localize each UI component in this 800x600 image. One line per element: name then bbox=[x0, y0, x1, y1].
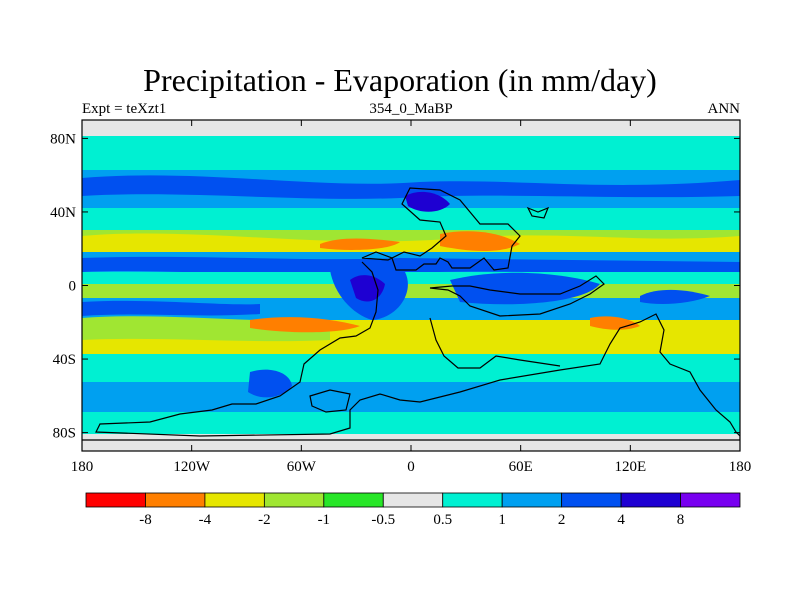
x-tick-label: 0 bbox=[407, 459, 415, 475]
colorbar-swatch bbox=[382, 492, 444, 508]
dry-patch-south-atlantic bbox=[250, 317, 360, 333]
wet-peak-gondwana-west bbox=[350, 275, 385, 302]
x-axis: 180 120W 60W 0 60E 120E 180 bbox=[71, 120, 752, 475]
band-equator bbox=[82, 272, 740, 284]
y-tick-label: 80N bbox=[50, 131, 76, 147]
x-tick-label: 120E bbox=[614, 459, 646, 475]
x-tick-label: 60W bbox=[287, 459, 317, 475]
colorbar-label: 8 bbox=[677, 512, 685, 528]
colorbar-swatch bbox=[145, 492, 206, 508]
y-tick-label: 40N bbox=[50, 205, 76, 221]
band-south-storm bbox=[82, 382, 740, 412]
map-field bbox=[82, 120, 740, 451]
colorbar-swatch bbox=[263, 492, 325, 508]
colorbar-label: -2 bbox=[258, 512, 271, 528]
band-north-dry bbox=[82, 233, 740, 258]
band-south-mid bbox=[82, 354, 740, 382]
y-axis: 80N 40N 0 40S 80S bbox=[50, 131, 740, 442]
wet-patch-east-ocean bbox=[640, 289, 710, 304]
band-north-storm-core bbox=[82, 175, 740, 199]
band-itcz-core bbox=[82, 256, 740, 275]
experiment-label: Expt = teXzt1 bbox=[82, 101, 167, 117]
colorbar-swatch bbox=[680, 492, 741, 508]
colorbar: -8 -4 -2 -1 -0.5 0.5 1 2 4 8 bbox=[85, 492, 741, 528]
y-tick-label: 80S bbox=[53, 426, 76, 442]
colorbar-label: -4 bbox=[199, 512, 212, 528]
band-south-wet-core bbox=[82, 300, 260, 316]
band-north-high bbox=[82, 136, 740, 170]
colorbar-label: 1 bbox=[498, 512, 506, 528]
colorbar-swatch bbox=[204, 492, 265, 508]
colorbar-swatch bbox=[85, 492, 146, 508]
band-south-high bbox=[82, 412, 740, 434]
continent-gondwana-outline bbox=[82, 261, 740, 441]
colorbar-swatch bbox=[323, 492, 384, 508]
colorbar-swatch bbox=[620, 492, 681, 508]
dry-patch-north-atlantic bbox=[320, 238, 400, 250]
x-tick-label: 180 bbox=[729, 459, 752, 475]
colorbar-label: -1 bbox=[318, 512, 331, 528]
dry-patch-south-indian bbox=[590, 316, 640, 330]
map-title: Precipitation - Evaporation (in mm/day) bbox=[143, 62, 657, 98]
period-label: 354_0_MaBP bbox=[369, 101, 453, 117]
tethys-coast-outline bbox=[429, 275, 605, 317]
colorbar-swatch bbox=[442, 492, 503, 508]
x-tick-label: 120W bbox=[173, 459, 211, 475]
island-outline-north bbox=[526, 206, 550, 219]
colorbar-label: -8 bbox=[139, 512, 152, 528]
colorbar-label: -0.5 bbox=[371, 512, 395, 528]
colorbar-label: 4 bbox=[617, 512, 625, 528]
dry-patch-north-africa bbox=[440, 231, 520, 251]
band-north-mid bbox=[82, 208, 740, 230]
island-outline-south bbox=[309, 389, 351, 413]
colorbar-label: 2 bbox=[558, 512, 566, 528]
y-tick-label: 40S bbox=[53, 352, 76, 368]
continent-north-outline bbox=[361, 187, 521, 271]
wet-patch-south-storm bbox=[248, 369, 292, 398]
y-tick-label: 0 bbox=[69, 279, 77, 295]
colorbar-label: 0.5 bbox=[433, 512, 452, 528]
wet-peak-north-continent bbox=[405, 191, 450, 212]
x-tick-label: 180 bbox=[71, 459, 94, 475]
colorbar-swatch bbox=[501, 492, 563, 508]
season-label: ANN bbox=[707, 101, 741, 117]
wet-core-tethys bbox=[450, 272, 600, 305]
x-tick-label: 60E bbox=[509, 459, 533, 475]
colorbar-swatch bbox=[561, 492, 622, 508]
gondwana-inner-coast bbox=[429, 317, 561, 369]
